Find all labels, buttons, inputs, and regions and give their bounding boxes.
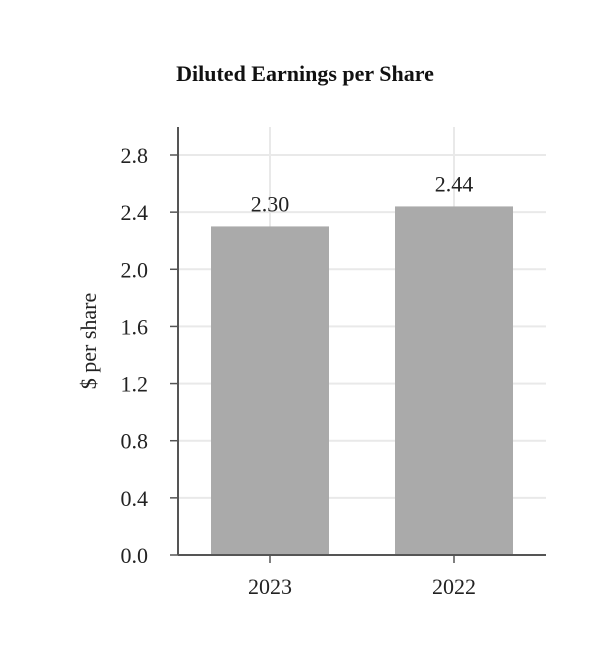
- x-ticks: 2023 2022: [248, 555, 476, 599]
- y-tick-label: 0.0: [121, 543, 149, 568]
- bars: [211, 206, 513, 555]
- data-label: 2.30: [251, 191, 290, 216]
- chart-title: Diluted Earnings per Share: [176, 61, 434, 86]
- axes: [177, 127, 546, 556]
- y-ticks: 0.0 0.4 0.8 1.2 1.6 2.0 2.4 2.8: [121, 143, 178, 568]
- x-tick-label: 2022: [432, 574, 476, 599]
- data-labels: 2.30 2.44: [251, 171, 474, 216]
- x-tick-label: 2023: [248, 574, 292, 599]
- y-axis-label: $ per share: [76, 293, 101, 390]
- y-tick-label: 0.4: [121, 486, 149, 511]
- y-tick-label: 2.0: [121, 257, 149, 282]
- bar-2023: [211, 226, 329, 555]
- y-tick-label: 2.8: [121, 143, 149, 168]
- y-tick-label: 2.4: [121, 200, 149, 225]
- y-tick-label: 0.8: [121, 429, 149, 454]
- bar-2022: [395, 206, 513, 555]
- y-tick-label: 1.6: [121, 314, 149, 339]
- data-label: 2.44: [435, 171, 474, 196]
- y-tick-label: 1.2: [121, 372, 149, 397]
